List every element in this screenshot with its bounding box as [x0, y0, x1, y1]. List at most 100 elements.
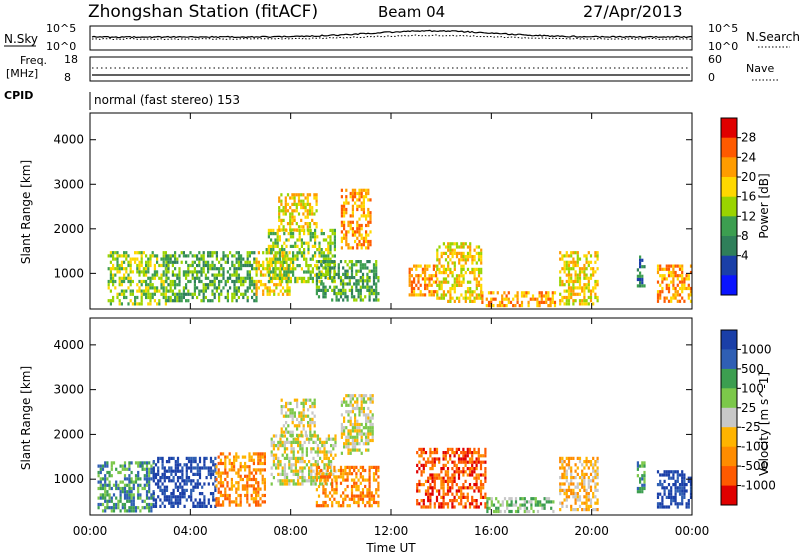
data-cell	[339, 288, 343, 292]
data-cell	[519, 503, 522, 507]
data-cell	[574, 292, 577, 296]
data-cell	[530, 503, 533, 507]
data-cell	[314, 479, 317, 483]
data-cell	[213, 295, 216, 300]
data-cell	[134, 506, 138, 510]
data-cell	[193, 283, 196, 287]
data-cell	[202, 260, 205, 264]
data-cell	[248, 468, 251, 472]
data-cell	[160, 286, 163, 290]
data-cell	[196, 254, 199, 258]
data-cell	[512, 503, 515, 507]
data-cell	[594, 270, 597, 274]
data-cell	[375, 298, 378, 302]
data-cell	[347, 432, 350, 436]
data-cell	[174, 501, 177, 505]
data-cell	[129, 257, 132, 261]
data-cell	[354, 195, 357, 199]
data-cell	[311, 235, 314, 239]
data-cell	[255, 273, 258, 277]
data-cell	[460, 245, 463, 249]
data-cell	[581, 476, 584, 480]
data-cell	[340, 435, 343, 439]
data-cell	[237, 455, 240, 459]
data-cell	[576, 508, 579, 512]
data-cell	[442, 242, 445, 246]
data-cell	[235, 455, 238, 459]
data-cell	[136, 270, 139, 274]
data-cell	[171, 263, 174, 268]
data-cell	[117, 502, 120, 507]
data-cell	[466, 473, 469, 477]
data-cell	[316, 434, 319, 438]
data-cell	[233, 461, 236, 466]
data-cell	[281, 472, 284, 476]
data-cell	[317, 285, 321, 289]
data-cell	[368, 475, 371, 479]
data-cell	[559, 485, 562, 489]
data-cell	[171, 270, 174, 274]
data-cell	[343, 445, 346, 449]
data-cell	[429, 495, 432, 499]
data-cell	[349, 451, 352, 455]
data-cell	[263, 477, 266, 482]
data-cell	[473, 476, 476, 480]
data-cell	[368, 260, 371, 264]
data-cell	[473, 267, 476, 271]
data-cell	[340, 413, 343, 417]
data-cell	[279, 434, 282, 438]
data-cell	[354, 201, 357, 205]
data-cell	[672, 277, 675, 281]
data-cell	[147, 295, 150, 300]
data-cell	[574, 463, 577, 467]
data-cell	[224, 465, 227, 469]
data-cell	[364, 263, 367, 267]
data-cell	[315, 478, 318, 482]
data-cell	[466, 495, 469, 499]
data-cell	[128, 483, 131, 487]
data-cell	[151, 292, 154, 296]
data-cell	[222, 493, 225, 498]
data-cell	[301, 453, 304, 457]
data-cell	[278, 215, 281, 219]
data-cell	[248, 484, 251, 488]
data-cell	[235, 279, 238, 284]
data-cell	[418, 467, 421, 471]
data-cell	[547, 304, 550, 308]
data-cell	[689, 264, 693, 268]
data-cell	[477, 296, 481, 300]
data-cell	[530, 500, 533, 504]
data-cell	[594, 508, 597, 512]
data-cell	[263, 493, 266, 498]
data-cell	[189, 270, 192, 274]
data-cell	[149, 260, 152, 264]
data-cell	[314, 228, 317, 232]
data-cell	[149, 286, 152, 290]
data-cell	[451, 261, 454, 265]
data-cell	[350, 288, 354, 292]
data-cell	[471, 495, 474, 499]
data-cell	[242, 292, 245, 296]
data-cell	[283, 450, 286, 454]
data-cell	[286, 222, 290, 226]
data-cell	[292, 251, 295, 255]
data-cell	[576, 485, 579, 489]
data-cell	[351, 445, 354, 449]
data-cell	[272, 241, 275, 245]
data-cell	[471, 486, 474, 490]
data-cell	[128, 496, 131, 500]
data-cell	[358, 429, 361, 433]
data-cell	[356, 429, 359, 433]
data-cell	[145, 289, 148, 293]
data-cell	[424, 293, 427, 297]
data-cell	[453, 451, 456, 455]
data-cell	[286, 476, 289, 480]
data-cell	[281, 482, 284, 486]
data-cell	[127, 279, 130, 284]
data-cell	[224, 295, 227, 300]
data-cell	[561, 482, 564, 486]
data-cell	[213, 292, 216, 296]
data-cell	[176, 504, 180, 508]
data-cell	[570, 251, 573, 255]
data-cell	[462, 483, 465, 487]
